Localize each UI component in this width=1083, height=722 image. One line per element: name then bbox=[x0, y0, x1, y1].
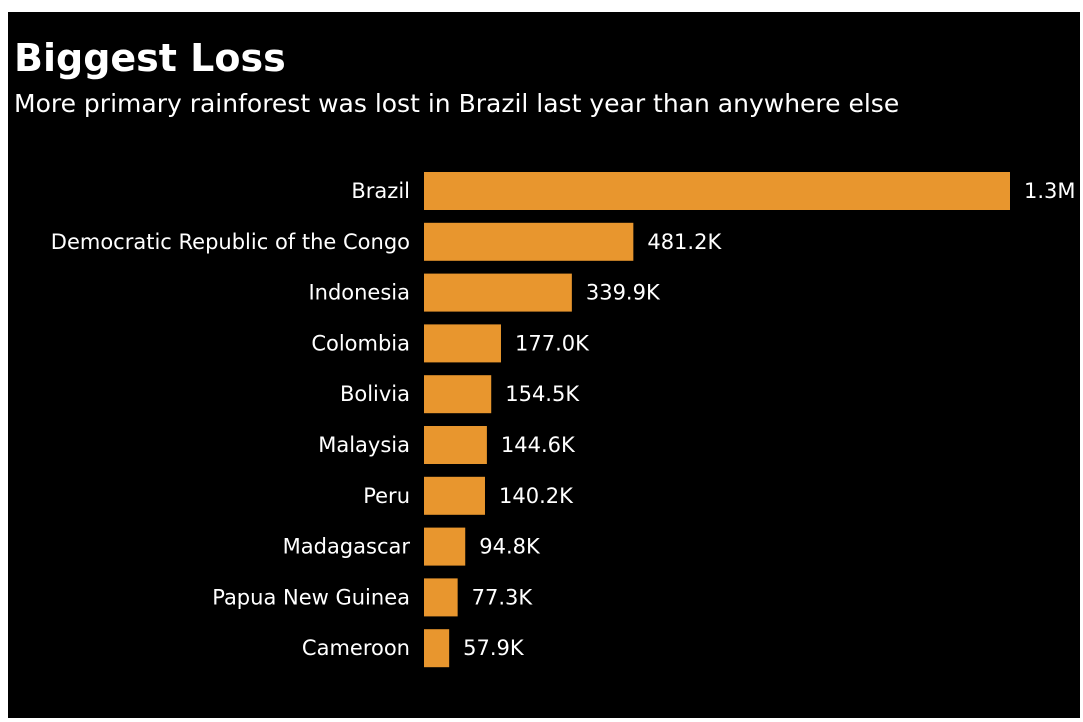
category-label: Democratic Republic of the Congo bbox=[51, 230, 410, 254]
value-label: 57.9K bbox=[463, 636, 525, 660]
bar-0 bbox=[424, 172, 1010, 210]
category-label: Bolivia bbox=[340, 382, 410, 406]
bar-8 bbox=[424, 578, 458, 617]
chart-frame: Biggest Loss More primary rainforest was… bbox=[8, 12, 1080, 718]
bar-4 bbox=[424, 375, 492, 414]
category-label: Indonesia bbox=[308, 281, 410, 305]
value-label: 144.6K bbox=[501, 433, 576, 457]
chart-title: Biggest Loss bbox=[14, 36, 286, 80]
bar-7 bbox=[424, 527, 466, 566]
value-label: 94.8K bbox=[479, 535, 541, 559]
bar-9 bbox=[424, 629, 450, 668]
category-label: Brazil bbox=[351, 179, 410, 203]
value-label: 481.2K bbox=[647, 230, 722, 254]
value-label: 1.3M bbox=[1024, 179, 1076, 203]
bar-6 bbox=[424, 476, 485, 515]
value-label: 154.5K bbox=[505, 382, 580, 406]
category-label: Colombia bbox=[311, 331, 410, 355]
bar-2 bbox=[424, 273, 572, 312]
bar-3 bbox=[424, 324, 501, 363]
category-label: Malaysia bbox=[318, 433, 410, 457]
value-label: 140.2K bbox=[499, 484, 574, 508]
chart-subtitle: More primary rainforest was lost in Braz… bbox=[14, 89, 900, 118]
value-label: 77.3K bbox=[472, 585, 534, 609]
category-label: Madagascar bbox=[283, 535, 411, 559]
category-label: Papua New Guinea bbox=[212, 585, 410, 609]
bar-chart: Brazil 1.3M Democratic Republic of the Con… bbox=[51, 172, 1076, 668]
value-label: 339.9K bbox=[586, 281, 661, 305]
category-label: Peru bbox=[363, 484, 410, 508]
bar-1 bbox=[424, 222, 634, 261]
value-label: 177.0K bbox=[515, 331, 590, 355]
bar-5 bbox=[424, 426, 487, 464]
category-label: Cameroon bbox=[302, 636, 410, 660]
